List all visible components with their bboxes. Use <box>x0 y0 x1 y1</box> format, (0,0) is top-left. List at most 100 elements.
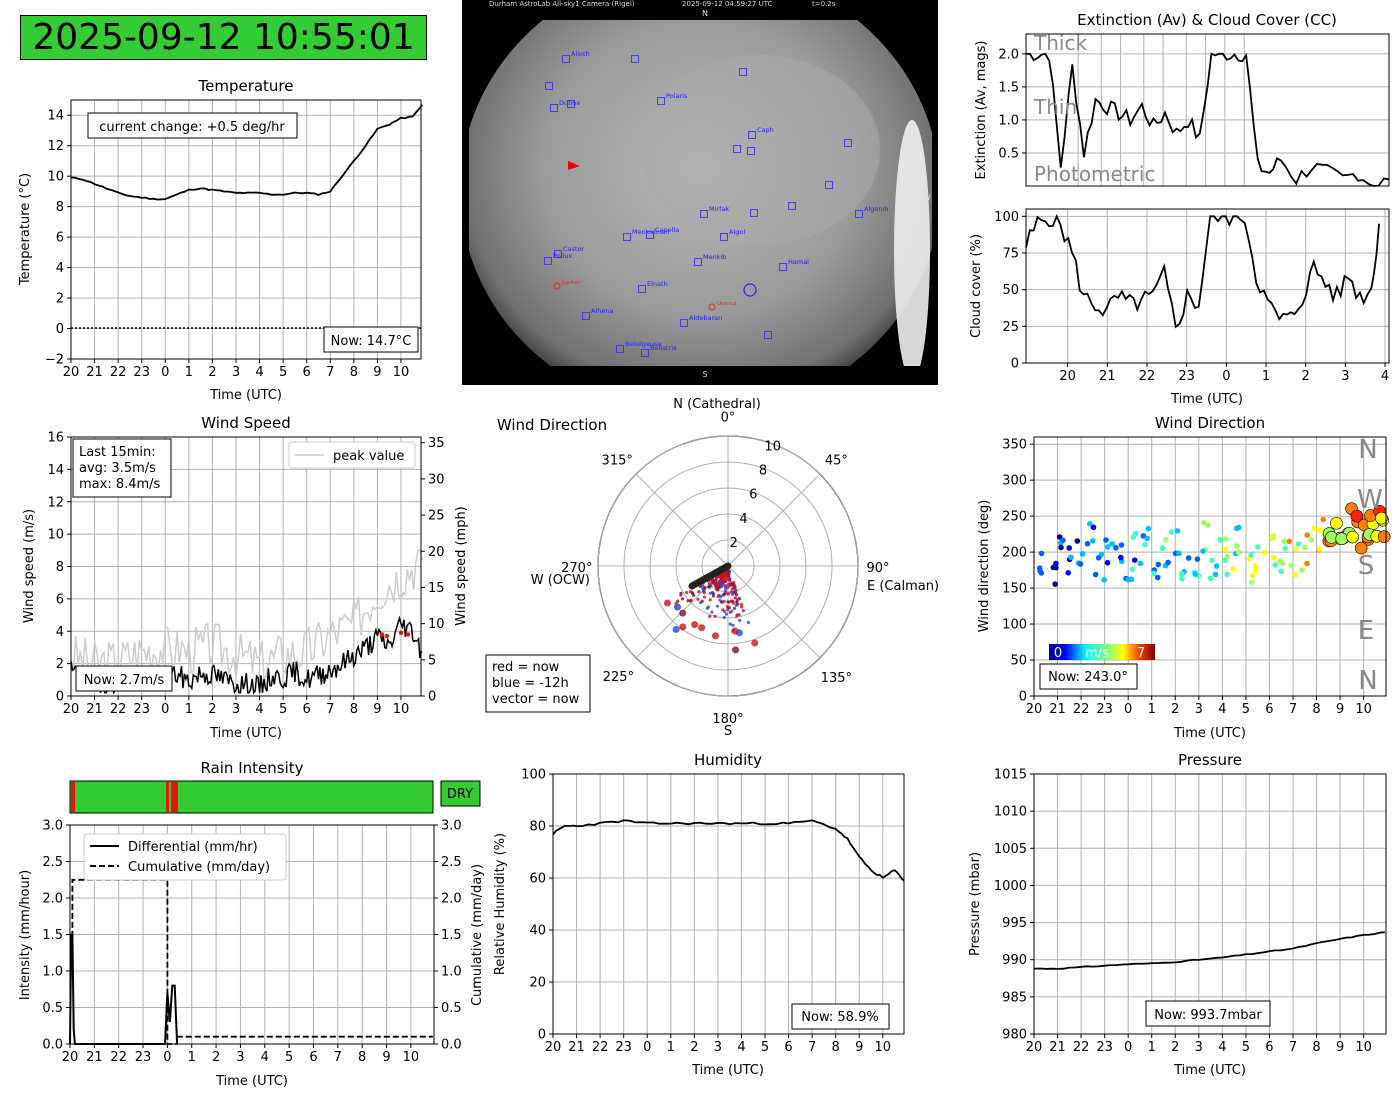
wind-dir-point <box>1109 541 1115 547</box>
wind-polar-spoke <box>727 565 821 659</box>
allsky-header-right: t=0.2s <box>812 0 836 8</box>
cloud-ylabel: Cloud cover (%) <box>969 234 984 338</box>
wind-dir-xtick-label: 22 <box>1073 702 1090 717</box>
allsky-header-mid: 2025-09-12 04:59:27 UTC <box>682 0 773 8</box>
cloud-xtick-label: 21 <box>1099 369 1116 384</box>
pressure-xtick-label: 4 <box>1218 1040 1226 1055</box>
rain-ytick-right-label: 0.5 <box>441 1001 462 1016</box>
rain-xtick-label: 5 <box>285 1050 293 1065</box>
pressure-xtick-label: 7 <box>1289 1040 1297 1055</box>
wind-dir-xtick-label: 8 <box>1312 702 1320 717</box>
wind-dir-point <box>1252 563 1259 569</box>
wind-dir-point <box>1154 574 1161 581</box>
extinction-ylabel: Extinction (Av, mags) <box>974 41 989 180</box>
cloud-ytick-label: 0 <box>1011 357 1019 372</box>
rain-ytick-right-label: 2.5 <box>441 855 462 870</box>
wind-polar-south-label: S <box>724 724 732 739</box>
wind-dir-point <box>1335 532 1349 546</box>
cloud-xtick-label: 1 <box>1262 369 1270 384</box>
rain-ytick-label: 0.5 <box>42 1001 63 1016</box>
allsky-star-marker <box>733 145 741 153</box>
allsky-star-marker <box>748 131 756 139</box>
wind-speed-peak-marker <box>398 630 404 636</box>
pressure-xtick-label: 23 <box>1096 1040 1113 1055</box>
wind-polar-point <box>735 600 739 604</box>
humidity-ylabel: Relative Humidity (%) <box>493 833 508 975</box>
wind-dir-point <box>1217 536 1224 543</box>
temperature-ytick-label: 10 <box>47 170 64 185</box>
wind-dir-frame <box>1033 436 1387 697</box>
wind-polar-point <box>726 607 730 612</box>
wind-polar-point <box>732 606 737 610</box>
cloud-xtick-label: 4 <box>1381 369 1389 384</box>
wind-dir-point <box>1354 541 1368 555</box>
wind-polar-angle-label: 270° <box>561 561 592 576</box>
wind-dir-point <box>1037 568 1043 574</box>
wind-speed-stats-l1: Last 15min: <box>79 445 156 460</box>
pressure-xlabel: Time (UTC) <box>1173 1063 1246 1078</box>
wind-dir-compass-n-top: N <box>1358 435 1377 465</box>
wind-polar-point <box>679 623 687 631</box>
wind-polar-point <box>729 590 733 594</box>
temperature-xtick-label: 10 <box>393 365 410 380</box>
wind-dir-point <box>1249 572 1256 579</box>
wind-polar-point <box>663 599 671 607</box>
humidity-now-label: Now: 58.9% <box>801 1010 878 1025</box>
wind-dir-xtick-label: 7 <box>1289 702 1297 717</box>
cloud-xtick-label: 0 <box>1222 369 1230 384</box>
allsky-star-marker <box>779 263 787 271</box>
wind-dir-now-box <box>1039 663 1138 690</box>
pressure-xtick-label: 21 <box>1049 1040 1066 1055</box>
rain-xtick-label: 20 <box>62 1050 79 1065</box>
wind-dir-point <box>1038 550 1045 557</box>
rain-status-mark <box>166 782 169 812</box>
wind-polar-point <box>724 612 729 616</box>
allsky-dir-s: S <box>702 370 707 379</box>
temperature-xtick-label: 3 <box>232 365 240 380</box>
wind-polar-point <box>711 578 715 582</box>
wind-dir-point <box>1223 536 1229 542</box>
wind-dir-point <box>1066 545 1073 551</box>
wind-speed-xtick-label: 5 <box>279 702 287 717</box>
wind-speed-now-label: Now: 2.7m/s <box>84 673 165 688</box>
wind-dir-point <box>1204 522 1211 528</box>
wind-speed-legend-label: peak value <box>333 449 404 464</box>
allsky-star-label: Elnath <box>647 280 668 288</box>
wind-speed-xtick-label: 8 <box>350 702 358 717</box>
rain-status-mark <box>71 782 75 812</box>
wind-dir-point <box>1137 560 1144 567</box>
wind-polar-point <box>715 575 719 580</box>
wind-polar-point <box>719 573 723 577</box>
temperature-xtick-label: 0 <box>161 365 169 380</box>
wind-speed-peak-line <box>70 549 423 686</box>
allsky-star-label: Hamal <box>788 258 809 266</box>
temperature-ylabel: Temperature (°C) <box>18 173 33 286</box>
wind-polar-legend-l2: blue = -12h <box>492 676 569 691</box>
allsky-header-left: Durham AstroLab All-sky1 Camera (Rigel) <box>489 0 635 8</box>
rain-ytick-label: 2.0 <box>42 892 63 907</box>
wind-dir-cbar-max: 7 <box>1137 646 1145 661</box>
rain-xtick-label: 6 <box>309 1050 317 1065</box>
wind-dir-point <box>1224 571 1230 578</box>
wind-dir-chart: Wind Direction 20 21 22 23 0 1 2 3 4 5 6 7 8 9 1005010… <box>977 414 1391 741</box>
temperature-title: Temperature <box>197 77 293 95</box>
temperature-xtick-label: 4 <box>255 365 263 380</box>
pressure-now-label: Now: 993.7mbar <box>1154 1008 1262 1023</box>
allsky-star-marker <box>638 285 646 293</box>
wind-dir-point <box>1320 516 1327 523</box>
wind-polar-angle-label: 225° <box>603 670 634 685</box>
temperature-ytick-label: 0 <box>56 322 64 337</box>
humidity-xtick-label: 0 <box>643 1040 651 1055</box>
wind-speed-ytick-label: 14 <box>47 463 64 478</box>
wind-dir-point <box>1145 525 1152 532</box>
clock-display: 2025-09-12 10:55:01 <box>20 15 427 60</box>
allsky-planet-label: Uranus <box>717 301 737 307</box>
rain-xtick-label: 0 <box>163 1050 171 1065</box>
allsky-star-marker <box>764 331 772 339</box>
cloud-xtick-label: 22 <box>1139 369 1156 384</box>
humidity-xtick-label: 23 <box>615 1040 632 1055</box>
pressure-ytick-label: 1010 <box>994 805 1027 820</box>
wind-speed-xtick-label: 22 <box>110 702 127 717</box>
pressure-frame <box>1033 773 1387 1035</box>
rain-status-bar <box>69 780 434 814</box>
